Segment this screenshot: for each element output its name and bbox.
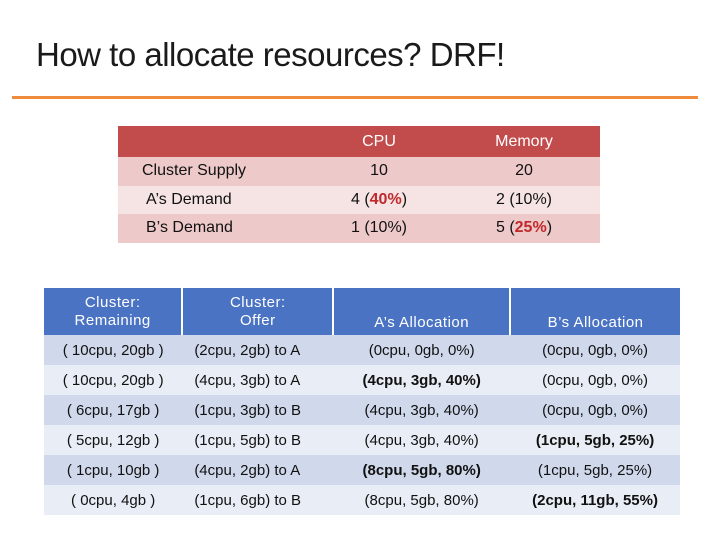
header-cpu: CPU [310, 126, 448, 157]
supply-memory: 20 [448, 157, 600, 186]
a-demand-row: A’s Demand 4 (40%) 2 (10%) [118, 185, 600, 214]
table-row: ( 0cpu, 4gb ) (1cpu, 6gb) to B (8cpu, 5gb,… [44, 485, 680, 515]
table-row: ( 10cpu, 20gb ) (4cpu, 3gb) to A (4cpu, 3g… [44, 365, 680, 395]
a-allocation-cell: (8cpu, 5gb, 80%) [333, 485, 511, 515]
allocation-table: Cluster: Remaining Cluster: Offer A’s Al… [44, 288, 680, 515]
remaining-cell: ( 0cpu, 4gb ) [44, 485, 183, 515]
offer-cell: (1cpu, 3gb) to B [182, 395, 334, 425]
offer-cell: (1cpu, 6gb) to B [182, 485, 334, 515]
table-row: ( 1cpu, 10gb ) (4cpu, 2gb) to A (8cpu, 5gb… [44, 455, 680, 485]
b-demand-mem-pre: 5 ( [495, 219, 515, 237]
b-allocation-cell: (0cpu, 0gb, 0%) [510, 335, 680, 365]
demand-table-header: CPU Memory [118, 126, 600, 157]
header-remaining-line1: Cluster: [84, 293, 141, 311]
header-remaining: Cluster: Remaining [44, 288, 183, 335]
b-allocation-cell: (0cpu, 0gb, 0%) [510, 365, 680, 395]
b-demand-row: B’s Demand 1 (10%) 5 (25%) [118, 214, 600, 243]
b-demand-cpu: 1 (10%) [310, 214, 448, 243]
title-divider [12, 96, 698, 99]
offer-cell: (2cpu, 2gb) to A [182, 335, 334, 365]
header-offer-line1: Cluster: [229, 293, 286, 311]
a-allocation-cell: (4cpu, 3gb, 40%) [333, 395, 511, 425]
remaining-cell: ( 10cpu, 20gb ) [44, 335, 183, 365]
b-demand-mem-highlight: 25% [514, 219, 547, 237]
header-a-allocation: A’s Allocation [332, 288, 511, 335]
a-demand-memory: 2 (10%) [448, 185, 600, 214]
table-row: ( 6cpu, 17gb ) (1cpu, 3gb) to B (4cpu, 3gb… [44, 395, 680, 425]
table-row: ( 10cpu, 20gb ) (2cpu, 2gb) to A (0cpu, 0g… [44, 335, 680, 365]
header-b-allocation: B’s Allocation [509, 288, 680, 335]
demand-table: CPU Memory Cluster Supply 10 20 A’s Dema… [118, 126, 600, 243]
slide-title: How to allocate resources? DRF! [36, 36, 505, 73]
remaining-cell: ( 5cpu, 12gb ) [44, 425, 183, 455]
a-allocation-cell: (8cpu, 5gb, 80%) [333, 455, 511, 485]
supply-cpu: 10 [310, 157, 448, 186]
offer-cell: (4cpu, 2gb) to A [182, 455, 334, 485]
a-allocation-cell: (4cpu, 3gb, 40%) [333, 365, 511, 395]
a-allocation-cell: (4cpu, 3gb, 40%) [333, 425, 511, 455]
b-demand-label: B’s Demand [118, 214, 310, 243]
header-blank [118, 126, 310, 157]
a-allocation-cell: (0cpu, 0gb, 0%) [333, 335, 511, 365]
allocation-rows: ( 10cpu, 20gb ) (2cpu, 2gb) to A (0cpu, 0g… [44, 335, 680, 515]
allocation-table-header: Cluster: Remaining Cluster: Offer A’s Al… [44, 288, 680, 335]
remaining-cell: ( 10cpu, 20gb ) [44, 365, 183, 395]
supply-label: Cluster Supply [118, 157, 310, 186]
a-demand-cpu-pre: 4 ( [350, 190, 370, 208]
a-demand-cpu-post: ) [401, 190, 408, 208]
remaining-cell: ( 6cpu, 17gb ) [44, 395, 183, 425]
b-allocation-cell: (1cpu, 5gb, 25%) [510, 425, 680, 455]
header-offer: Cluster: Offer [181, 288, 334, 335]
header-remaining-line2: Remaining [74, 311, 151, 329]
remaining-cell: ( 1cpu, 10gb ) [44, 455, 183, 485]
a-demand-label: A’s Demand [118, 185, 310, 214]
offer-cell: (1cpu, 5gb) to B [182, 425, 334, 455]
a-demand-cpu: 4 (40%) [310, 185, 448, 214]
supply-row: Cluster Supply 10 20 [118, 157, 600, 186]
b-allocation-cell: (2cpu, 11gb, 55%) [510, 485, 680, 515]
b-allocation-cell: (0cpu, 0gb, 0%) [510, 395, 680, 425]
b-demand-memory: 5 (25%) [448, 214, 600, 243]
b-demand-mem-post: ) [546, 219, 553, 237]
header-offer-line2: Offer [240, 311, 276, 329]
b-allocation-cell: (1cpu, 5gb, 25%) [510, 455, 680, 485]
table-row: ( 5cpu, 12gb ) (1cpu, 5gb) to B (4cpu, 3gb… [44, 425, 680, 455]
offer-cell: (4cpu, 3gb) to A [182, 365, 334, 395]
header-memory: Memory [448, 126, 600, 157]
a-demand-cpu-highlight: 40% [369, 190, 402, 208]
